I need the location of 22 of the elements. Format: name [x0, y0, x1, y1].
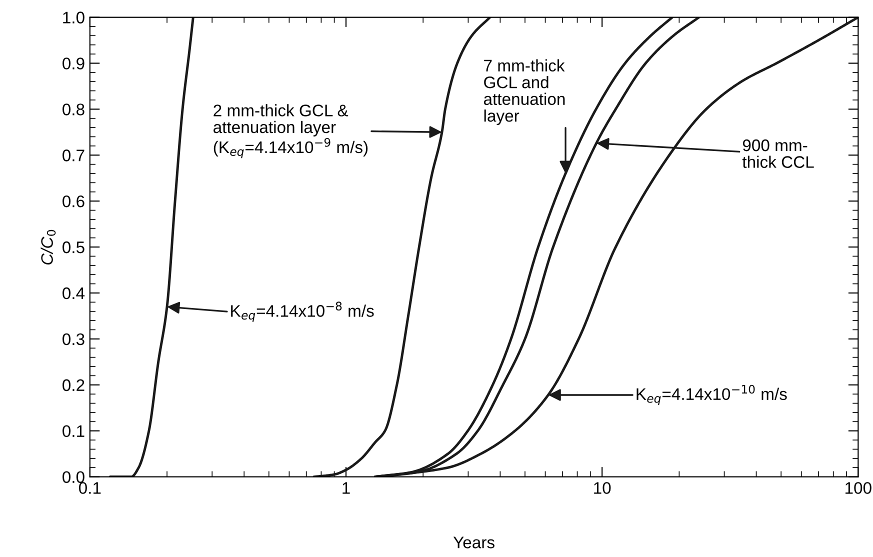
x-tick-label: 1	[342, 482, 350, 494]
y-tick-label: 0.3	[62, 333, 84, 346]
x-tick-label: 100	[846, 482, 872, 494]
y-tick-label: 1.0	[63, 12, 84, 24]
annotation: 2 mm-thick GCL & attenuation layer (K$_{eq}$=4.14x10$^{−9}$ m/s)	[214, 104, 368, 158]
y-tick-label: 0.9	[62, 58, 84, 70]
y-tick-label: 0.6	[62, 195, 84, 208]
y-tick-label: 0.5	[62, 241, 84, 254]
y-tick-label: 0.2	[62, 379, 84, 392]
x-axis-title: Years	[453, 536, 494, 548]
annotation: K$_{eq}$=4.14x10$^{−8}$ m/s	[231, 302, 374, 322]
x-tick-label: 0.1	[78, 482, 101, 494]
y-tick-label: 0.8	[62, 104, 84, 116]
y-tick-label: 0.1	[62, 425, 84, 438]
annotation: K$_{eq}$=4.14x10$^{−10}$ m/s	[636, 384, 787, 406]
y-tick-label: 0.0	[62, 471, 84, 483]
y-tick-label: 0.4	[62, 287, 85, 300]
annotation: 7 mm-thick GCL and attenuation layer	[484, 59, 565, 126]
annotation: 900 mm- thick CCL	[742, 139, 814, 168]
x-tick-label: 10	[594, 482, 611, 494]
y-tick-label: 0.7	[62, 150, 84, 162]
y-axis-title: C/C$_{0}$	[40, 230, 56, 265]
